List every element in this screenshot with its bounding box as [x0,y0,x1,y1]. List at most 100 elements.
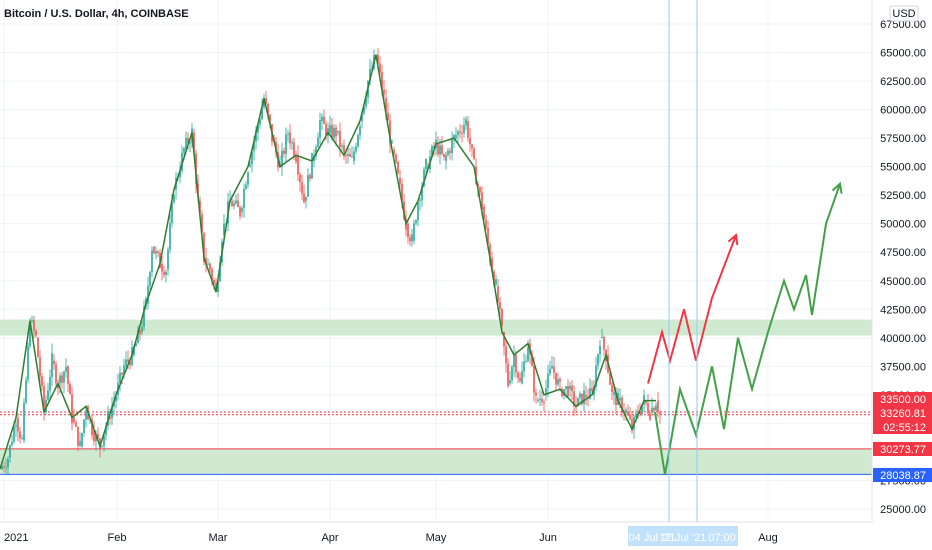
currency-button[interactable] [889,5,919,22]
candle-body [339,130,341,147]
candle-body [381,71,383,90]
price-tag-label: 33500.00 [880,394,926,406]
candle-body [7,459,9,468]
candle-body [19,431,21,438]
candle-body [555,372,557,385]
candle-body [59,375,61,384]
candle-body [553,366,555,373]
candle-body [95,433,97,442]
candle-body [93,429,95,442]
candle-body [549,368,551,374]
candle-body [335,127,337,137]
time-axis-ticks: 2021 Feb Mar Apr May Jun Aug [4,532,778,544]
candle-body [323,116,325,125]
candle-body [317,137,319,148]
candle-body [147,285,149,304]
candle-body [433,146,435,149]
candle-body [453,135,455,140]
candle-body [539,398,541,400]
price-tag-label: 02:55:12 [883,422,926,434]
candle-body [603,337,605,350]
price-tag-label: 28038.87 [880,470,926,482]
candle-body [511,366,513,381]
candle-body [559,379,561,382]
price-tick-label: 65000.00 [880,48,926,60]
candle-body [333,127,335,138]
candle-body [239,207,241,217]
price-tick-label: 67500.00 [880,19,926,31]
candle-body [545,388,547,395]
candle-body [281,150,283,167]
candle-body [485,219,487,229]
candle-body [305,196,307,201]
projection-bearish [654,183,841,475]
price-tag [873,420,932,434]
candle-body [49,377,51,391]
candle-body [579,393,581,398]
candle-body [121,372,123,375]
candle-body [647,402,649,414]
candle-body [431,146,433,157]
candle-body [215,283,217,290]
candle-body [167,249,169,270]
candle-body [533,366,535,393]
time-tick-label: Feb [108,532,127,544]
candle-body [659,412,661,415]
candle-body [463,125,465,134]
candle-body [43,386,45,413]
candle-body [515,354,517,373]
date-range-lines [668,0,698,522]
candle-body [269,114,271,125]
candle-body [369,69,371,82]
candle-body [583,390,585,405]
candle-body [103,435,105,446]
candle-body [341,145,343,147]
candle-body [217,281,219,293]
candle-body [89,419,91,421]
candle-body [115,396,117,402]
candle-body [173,196,175,203]
candle-body [391,141,393,144]
candle-body [551,366,553,369]
price-tick-label: 40000.00 [880,333,926,345]
candle-body [493,271,495,285]
candle-body [535,392,537,396]
candle-body [589,388,591,399]
candle-body [187,137,189,144]
candle-body [417,202,419,221]
candle-body [315,147,317,156]
candle-body [33,320,35,331]
candle-body [501,309,503,326]
candle-body [571,385,573,392]
candle-body [253,141,255,151]
candle-body [613,391,615,395]
price-axis[interactable]: 25000.0027500.0030000.0032500.0035000.00… [871,0,932,522]
candle-body [165,271,167,275]
price-tag [873,406,932,420]
candle-body [397,161,399,174]
candle-body [615,391,617,405]
candle-body [189,142,191,144]
candle-body [349,154,351,157]
candle-body [471,144,473,149]
candle-body [13,426,15,442]
candle-body [519,377,521,381]
candle-body [321,116,323,121]
candle-body [265,98,267,104]
candle-body [541,398,543,403]
price-tag [873,468,932,482]
candle-body [649,413,651,420]
candle-body [423,169,425,187]
candle-body [657,400,659,413]
candle-body [443,153,445,157]
candle-body [543,402,545,404]
candle-body [303,193,305,203]
candle-body [245,184,247,189]
candle-body [639,412,641,415]
candle-body [185,137,187,150]
price-tick-label: 57500.00 [880,133,926,145]
candle-body [467,121,469,138]
candle-body [27,346,29,380]
